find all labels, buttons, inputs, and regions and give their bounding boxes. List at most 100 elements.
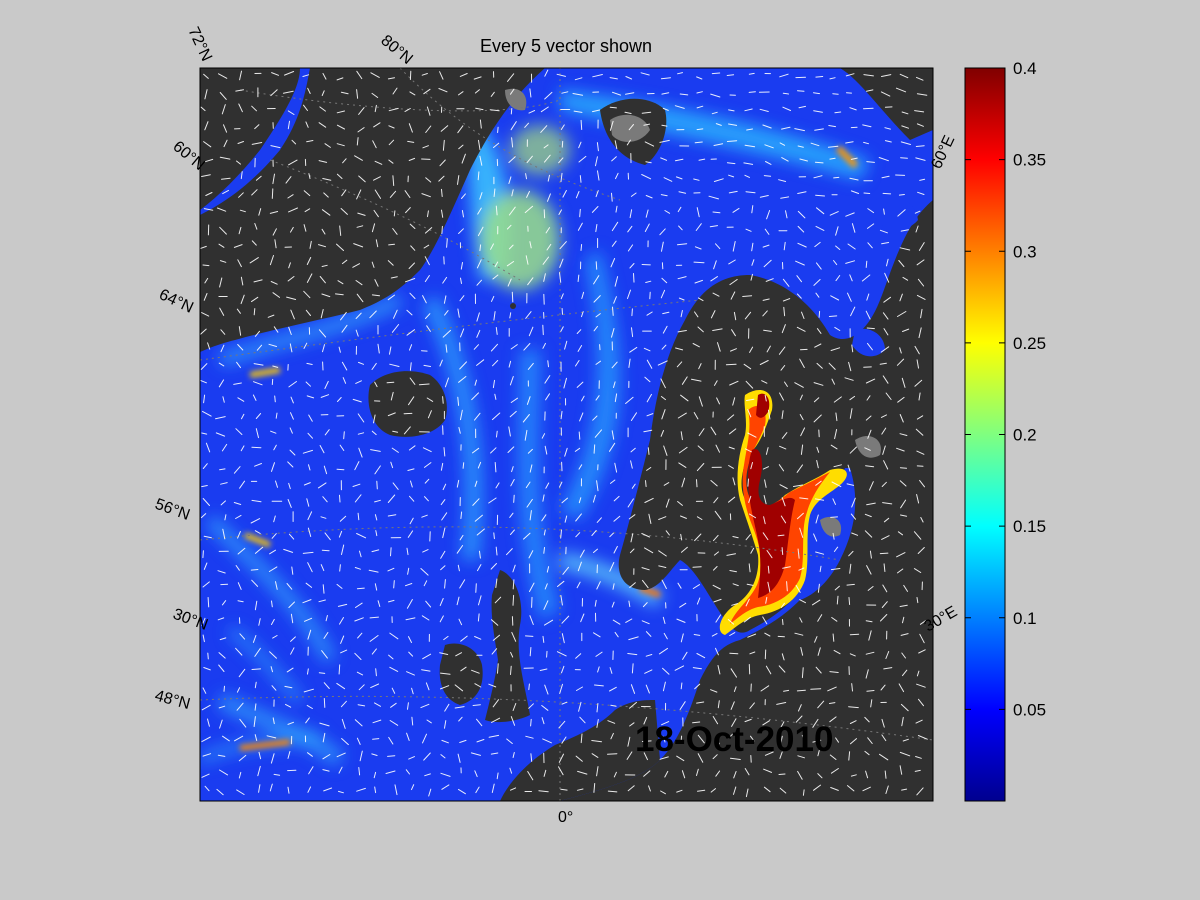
velocity-vector	[207, 597, 210, 608]
velocity-vector	[308, 464, 311, 471]
velocity-vector	[765, 596, 768, 604]
velocity-vector	[677, 72, 683, 75]
velocity-vector	[830, 568, 841, 571]
velocity-vector	[237, 397, 245, 402]
velocity-vector	[407, 468, 415, 471]
velocity-vector	[547, 360, 549, 368]
velocity-vector	[810, 688, 822, 690]
velocity-vector	[657, 360, 668, 366]
velocity-vector	[848, 550, 854, 557]
velocity-vector	[593, 444, 596, 454]
velocity-vector	[221, 443, 228, 452]
velocity-vector	[733, 686, 737, 692]
velocity-vector	[607, 790, 618, 793]
velocity-vector	[408, 123, 413, 133]
velocity-vector	[308, 766, 314, 775]
velocity-vector	[674, 158, 684, 162]
velocity-vector	[512, 594, 515, 606]
velocity-vector	[580, 733, 583, 744]
velocity-vector	[287, 721, 294, 725]
velocity-vector	[368, 569, 379, 573]
velocity-vector	[286, 667, 294, 673]
velocity-vector	[269, 651, 277, 659]
velocity-vector	[418, 383, 430, 386]
velocity-vector	[866, 293, 870, 301]
velocity-vector	[219, 92, 227, 100]
velocity-vector	[697, 297, 704, 302]
velocity-vector	[510, 665, 512, 675]
velocity-vector	[267, 314, 275, 318]
velocity-vector	[428, 788, 432, 797]
velocity-vector	[846, 483, 855, 486]
velocity-vector	[799, 527, 804, 538]
velocity-vector	[254, 647, 261, 657]
velocity-vector	[509, 312, 512, 319]
velocity-vector	[630, 412, 637, 421]
velocity-vector	[237, 259, 242, 268]
velocity-vector	[526, 155, 533, 164]
velocity-vector	[694, 533, 702, 542]
velocity-vector	[389, 363, 400, 367]
velocity-vector	[442, 483, 447, 491]
velocity-vector	[358, 175, 366, 183]
velocity-vector	[303, 482, 311, 486]
velocity-vector	[254, 703, 257, 711]
velocity-vector	[288, 159, 298, 166]
velocity-vector	[899, 433, 908, 436]
velocity-vector	[610, 479, 616, 484]
velocity-vector	[558, 753, 564, 763]
velocity-vector	[390, 702, 397, 708]
velocity-vector	[594, 684, 604, 687]
velocity-vector	[203, 141, 212, 148]
velocity-vector	[677, 412, 687, 419]
velocity-vector	[239, 480, 246, 489]
velocity-vector	[915, 145, 925, 147]
velocity-vector	[285, 703, 292, 708]
colorbar-tick-label: 0.05	[1013, 700, 1046, 719]
velocity-vector	[308, 173, 311, 179]
velocity-vector	[476, 739, 485, 743]
velocity-vector	[696, 479, 698, 488]
velocity-vector	[867, 737, 873, 744]
velocity-vector	[218, 243, 225, 248]
velocity-vector	[389, 346, 392, 355]
velocity-vector	[273, 326, 279, 333]
velocity-vector	[880, 684, 886, 691]
velocity-vector	[902, 328, 910, 332]
velocity-vector	[559, 272, 562, 283]
velocity-vector	[577, 222, 583, 231]
velocity-vector	[710, 276, 718, 282]
colorbar-gradient	[964, 67, 1006, 802]
velocity-vector	[810, 142, 820, 147]
velocity-vector	[661, 721, 670, 726]
velocity-vector	[388, 736, 394, 745]
velocity-vector	[733, 311, 737, 321]
velocity-vector	[596, 142, 599, 152]
velocity-vector	[474, 480, 478, 487]
velocity-vector	[726, 140, 738, 142]
velocity-vector	[572, 93, 584, 96]
velocity-vector	[764, 632, 771, 637]
velocity-vector	[644, 376, 651, 383]
velocity-vector	[508, 156, 516, 163]
velocity-vector	[221, 600, 227, 606]
velocity-vector	[817, 749, 820, 757]
velocity-vector	[408, 445, 416, 451]
velocity-vector	[625, 396, 634, 404]
velocity-vector	[815, 225, 825, 231]
velocity-vector	[408, 262, 415, 269]
velocity-vector	[885, 392, 892, 400]
velocity-vector	[916, 294, 926, 300]
velocity-vector	[885, 785, 889, 794]
velocity-vector	[751, 242, 754, 252]
velocity-vector	[273, 515, 276, 523]
velocity-vector	[764, 228, 770, 235]
velocity-vector	[611, 361, 618, 369]
velocity-vector	[440, 125, 449, 132]
velocity-vector	[304, 617, 313, 622]
velocity-vector	[902, 738, 909, 742]
velocity-vector	[493, 188, 496, 197]
velocity-vector	[220, 482, 228, 485]
velocity-vector	[426, 325, 431, 332]
velocity-vector	[371, 753, 378, 756]
